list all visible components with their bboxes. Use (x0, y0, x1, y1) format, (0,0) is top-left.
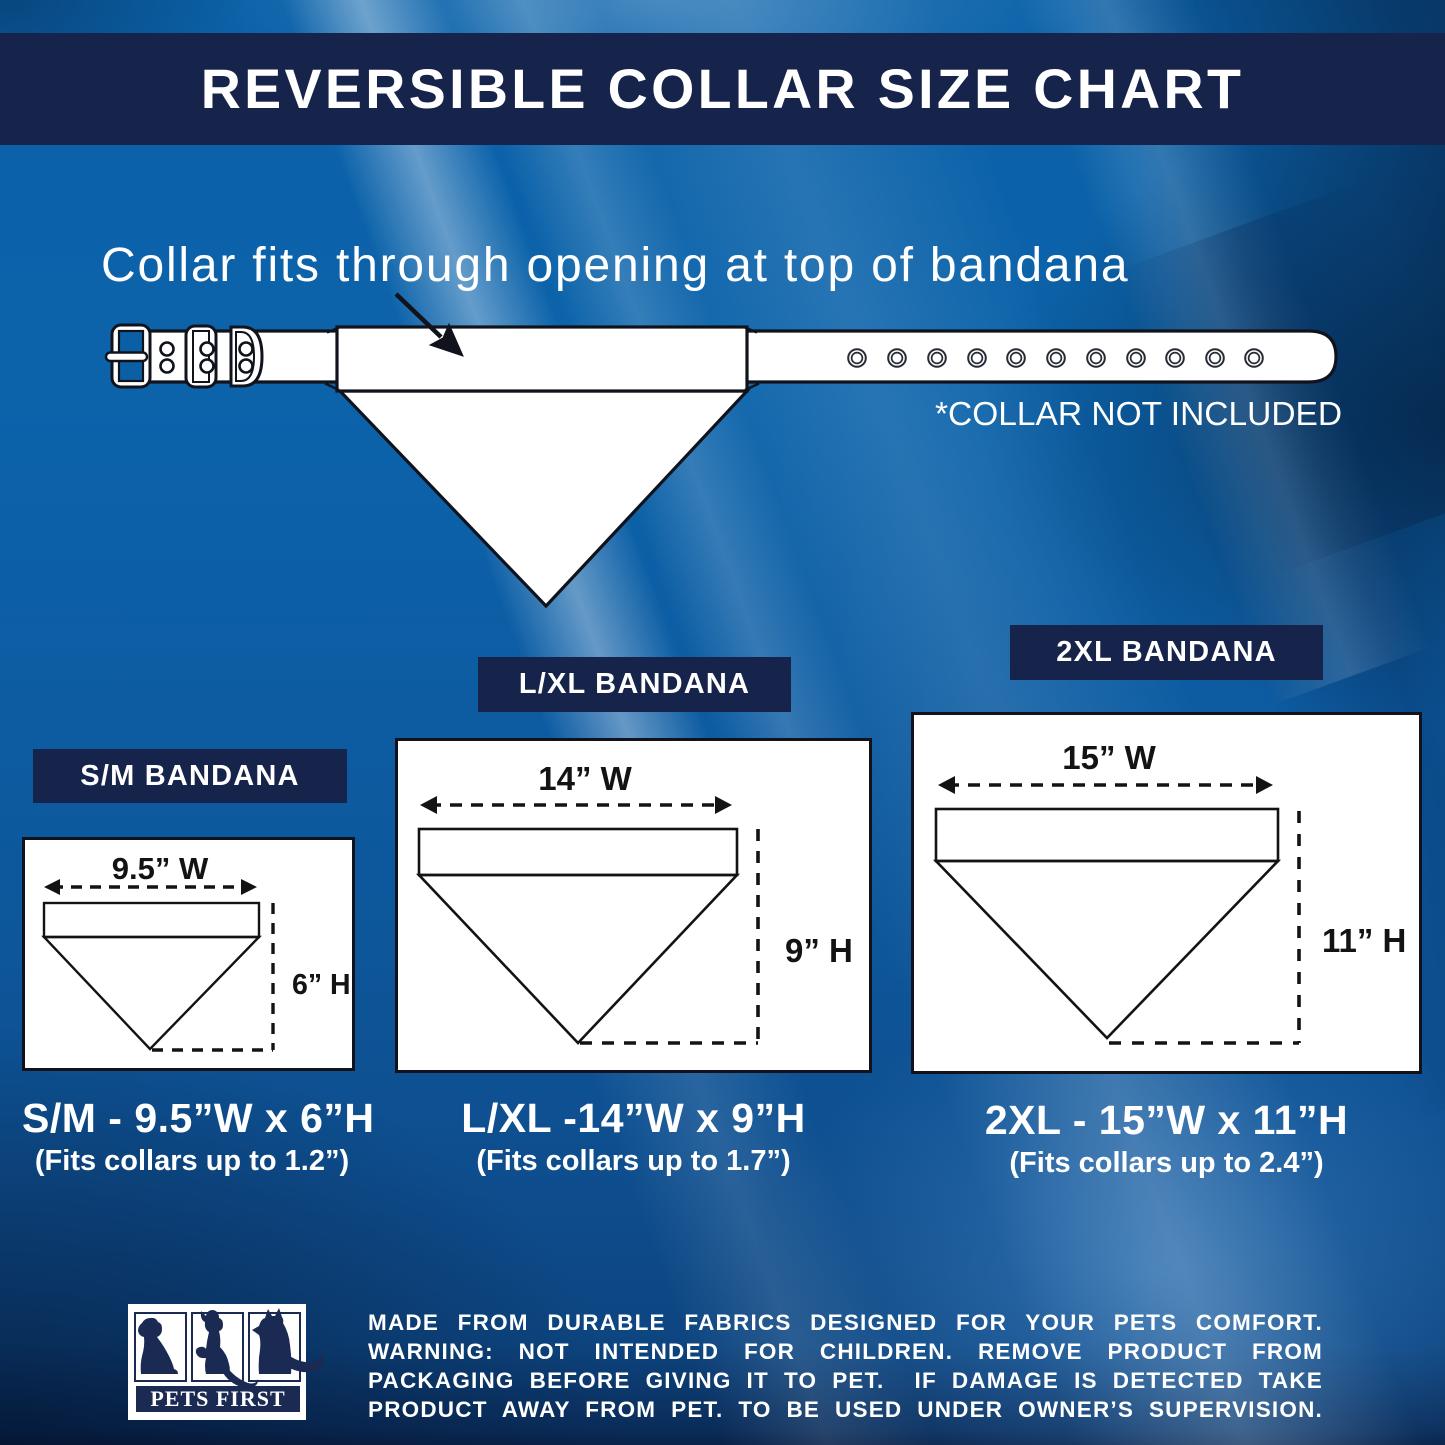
svg-text:PETS FIRST: PETS FIRST (150, 1386, 285, 1411)
